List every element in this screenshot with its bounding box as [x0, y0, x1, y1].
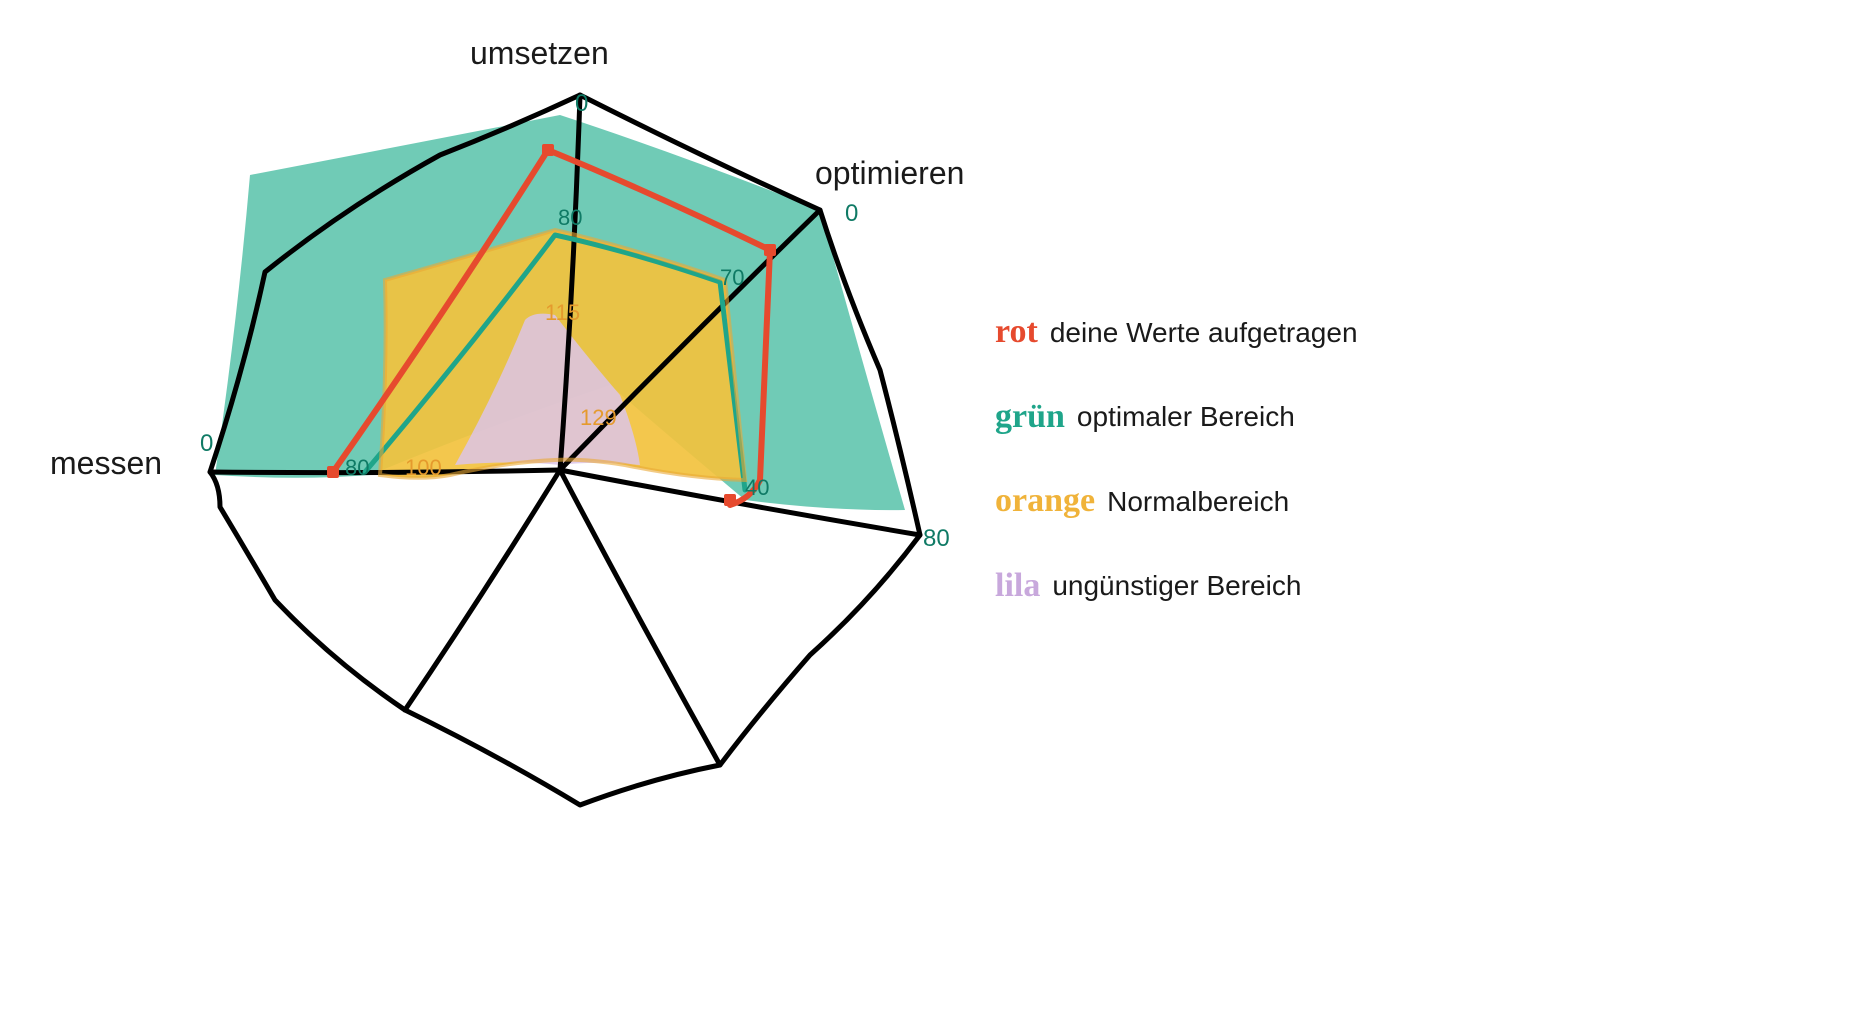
axis-label-umsetzen: umsetzen: [470, 35, 609, 72]
tick-optimal-2: 80: [345, 455, 369, 481]
legend-desc: Normalbereich: [1107, 475, 1289, 528]
tick-normal-1: 100: [405, 455, 442, 481]
legend: rot deine Werte aufgetragen grünoptimaler …: [995, 300, 1358, 638]
legend-row-1: grünoptimaler Bereich: [995, 385, 1358, 450]
legend-word: rot: [995, 300, 1038, 365]
tick-optimal-0: 80: [558, 205, 582, 231]
axis-zero-messen: 0: [200, 430, 213, 458]
tick-normal-2: 129: [580, 405, 617, 431]
tick-optimal-3: 40: [745, 475, 769, 501]
legend-word: orange: [995, 469, 1095, 534]
legend-row-2: orangeNormalbereich: [995, 469, 1358, 534]
tick-outer-right: 80: [923, 525, 950, 553]
legend-row-0: rot deine Werte aufgetragen: [995, 300, 1358, 365]
legend-desc: deine Werte aufgetragen: [1050, 306, 1358, 359]
axis-zero-optimieren: 0: [845, 200, 858, 228]
axis-zero-umsetzen: 0: [575, 90, 588, 118]
tick-normal-0: 115: [545, 300, 580, 326]
diagram-stage: umsetzen 0 optimieren 0 messen 0 80 80 70 80 40 115…: [0, 0, 1855, 1036]
legend-desc: ungünstiger Bereich: [1052, 559, 1301, 612]
tick-optimal-1: 70: [720, 265, 744, 291]
axis-label-messen: messen: [50, 445, 162, 482]
legend-word: grün: [995, 385, 1065, 450]
legend-row-3: lila ungünstiger Bereich: [995, 554, 1358, 619]
axis-label-optimieren: optimieren: [815, 155, 964, 192]
legend-desc: optimaler Bereich: [1077, 390, 1295, 443]
legend-word: lila: [995, 554, 1040, 619]
